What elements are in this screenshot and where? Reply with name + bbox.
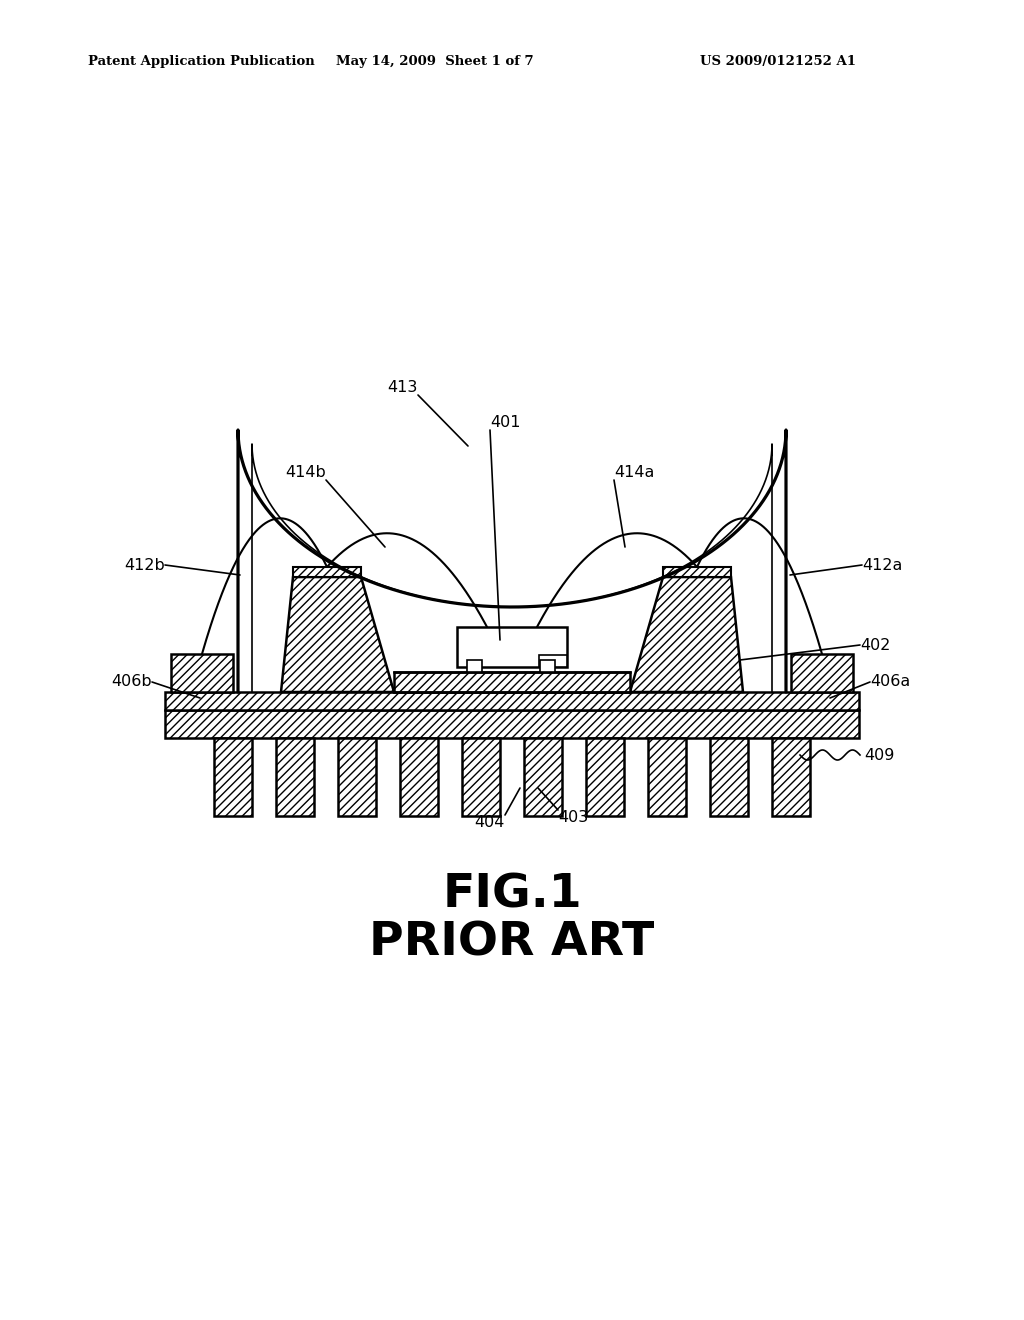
- Bar: [394, 672, 630, 692]
- Bar: [293, 568, 361, 577]
- Text: 403: 403: [558, 810, 588, 825]
- Bar: [539, 655, 567, 667]
- Bar: [165, 710, 859, 738]
- Text: 406b: 406b: [112, 675, 152, 689]
- Text: 402: 402: [860, 638, 891, 652]
- Bar: [540, 660, 555, 672]
- Bar: [772, 738, 810, 816]
- Polygon shape: [281, 577, 394, 692]
- Bar: [663, 568, 731, 577]
- Bar: [710, 738, 748, 816]
- Text: 412b: 412b: [124, 557, 165, 573]
- Bar: [467, 660, 482, 672]
- Text: May 14, 2009  Sheet 1 of 7: May 14, 2009 Sheet 1 of 7: [336, 55, 534, 69]
- Bar: [214, 738, 252, 816]
- Text: 409: 409: [864, 747, 894, 763]
- Text: US 2009/0121252 A1: US 2009/0121252 A1: [700, 55, 856, 69]
- Bar: [338, 738, 376, 816]
- Text: 406a: 406a: [870, 675, 910, 689]
- Text: FIG.1: FIG.1: [442, 873, 582, 917]
- Bar: [400, 738, 438, 816]
- Bar: [791, 653, 853, 692]
- Bar: [586, 738, 624, 816]
- Text: 412a: 412a: [862, 557, 902, 573]
- Text: 413: 413: [388, 380, 418, 395]
- Text: 401: 401: [490, 414, 520, 430]
- Text: Patent Application Publication: Patent Application Publication: [88, 55, 314, 69]
- Bar: [165, 692, 859, 710]
- Text: 414b: 414b: [286, 465, 326, 480]
- Bar: [648, 738, 686, 816]
- Text: 404: 404: [475, 814, 505, 830]
- Polygon shape: [630, 577, 743, 692]
- Text: PRIOR ART: PRIOR ART: [370, 920, 654, 965]
- Bar: [462, 738, 500, 816]
- Bar: [276, 738, 314, 816]
- Text: 414a: 414a: [614, 465, 654, 480]
- Bar: [457, 627, 567, 667]
- Bar: [171, 653, 233, 692]
- Bar: [524, 738, 562, 816]
